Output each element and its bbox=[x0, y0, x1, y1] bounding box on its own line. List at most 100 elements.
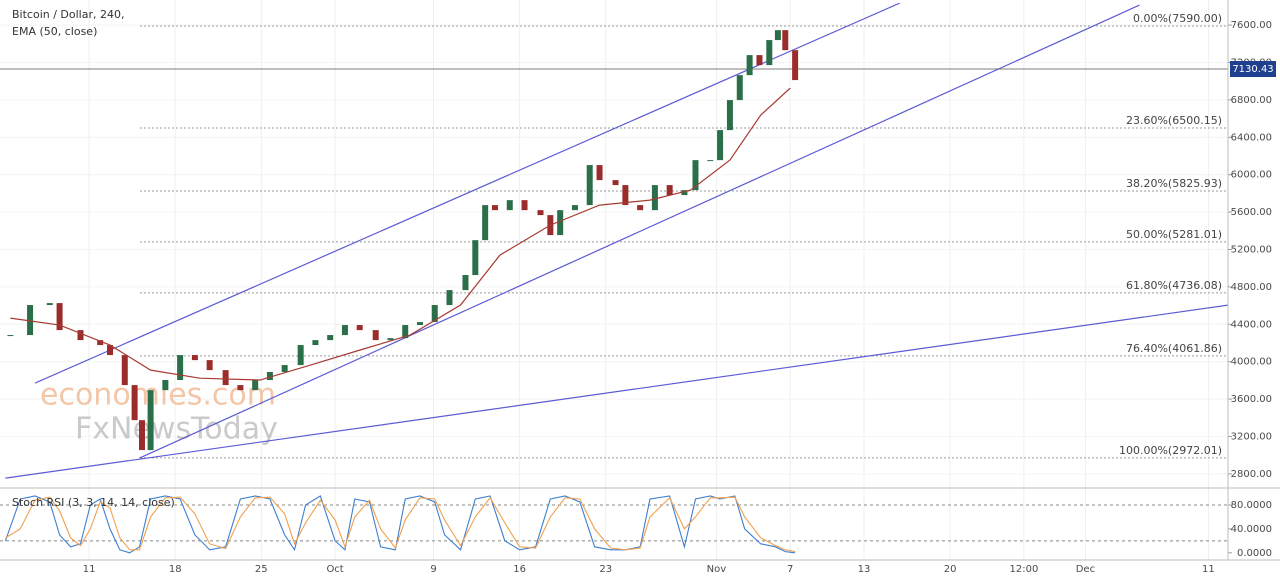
fib-label: 76.40%(4061.86) bbox=[1126, 342, 1222, 355]
candle bbox=[717, 130, 724, 161]
x-tick-label: Dec bbox=[1076, 564, 1095, 575]
candle bbox=[7, 335, 14, 337]
watermark: FxNewsToday bbox=[75, 412, 278, 447]
y-tick-label: 40.0000 bbox=[1231, 524, 1272, 535]
trend-line bbox=[34, 2, 900, 384]
candle bbox=[446, 290, 453, 306]
candle bbox=[707, 160, 714, 162]
candle bbox=[666, 185, 673, 196]
y-tick-label: 0.0000 bbox=[1237, 548, 1272, 559]
trend-line bbox=[139, 4, 1140, 459]
candle bbox=[138, 420, 145, 451]
candle bbox=[191, 355, 198, 361]
candle bbox=[782, 30, 789, 51]
candle bbox=[121, 355, 128, 386]
candle bbox=[622, 185, 629, 206]
stoch-pane bbox=[0, 495, 1228, 554]
y-tick-label: 6400.00 bbox=[1231, 132, 1272, 143]
candle bbox=[586, 165, 593, 206]
fib-label: 0.00%(7590.00) bbox=[1133, 12, 1222, 25]
candle bbox=[506, 200, 513, 211]
fib-label: 100.00%(2972.01) bbox=[1119, 444, 1222, 457]
y-tick-label: 5200.00 bbox=[1231, 245, 1272, 256]
candle bbox=[177, 355, 184, 381]
candle bbox=[297, 345, 304, 366]
x-tick-label: 7 bbox=[787, 564, 793, 575]
candle bbox=[266, 371, 273, 381]
y-tick-label: 6800.00 bbox=[1231, 95, 1272, 106]
candle bbox=[756, 55, 763, 66]
y-tick-label: 3200.00 bbox=[1231, 432, 1272, 443]
x-tick-label: Oct bbox=[326, 564, 343, 575]
y-tick-label: 7600.00 bbox=[1231, 20, 1272, 31]
candle bbox=[492, 205, 498, 211]
fib-label: 61.80%(4736.08) bbox=[1126, 279, 1222, 292]
stoch-line bbox=[4, 495, 796, 554]
x-tick-label: Nov bbox=[707, 564, 727, 575]
candle bbox=[637, 205, 644, 211]
x-tick-label: 11 bbox=[83, 564, 96, 575]
grid-layer bbox=[0, 0, 1228, 560]
candle bbox=[557, 210, 564, 236]
candle bbox=[736, 75, 743, 101]
candle bbox=[372, 330, 379, 341]
candle bbox=[341, 325, 348, 336]
candle bbox=[147, 390, 154, 451]
candle bbox=[281, 365, 288, 372]
trend-line bbox=[5, 304, 1228, 479]
candle bbox=[237, 385, 244, 391]
stoch-line bbox=[5, 496, 796, 553]
last-price-box bbox=[1230, 61, 1276, 78]
candle bbox=[356, 325, 363, 331]
candle bbox=[77, 330, 84, 341]
candle bbox=[692, 160, 699, 191]
candle bbox=[431, 305, 438, 323]
candle bbox=[726, 100, 733, 131]
candle bbox=[206, 360, 213, 371]
fib-label: 38.20%(5825.93) bbox=[1126, 177, 1222, 190]
candle bbox=[312, 340, 319, 346]
candle bbox=[792, 50, 799, 81]
y-tick-label: 4000.00 bbox=[1231, 357, 1272, 368]
candle bbox=[402, 325, 409, 339]
candle bbox=[746, 55, 753, 76]
candle bbox=[162, 380, 169, 391]
candle bbox=[27, 305, 34, 336]
candle bbox=[387, 338, 394, 341]
candle bbox=[774, 30, 781, 41]
candle bbox=[56, 303, 63, 331]
y-tick-label: 2800.00 bbox=[1231, 469, 1272, 480]
candle bbox=[222, 370, 229, 386]
x-tick-label: 25 bbox=[255, 564, 268, 575]
candle bbox=[681, 190, 688, 196]
candle bbox=[107, 345, 114, 356]
candle bbox=[46, 303, 53, 306]
x-tick-label: 12:00 bbox=[1009, 564, 1038, 575]
x-tick-label: 23 bbox=[599, 564, 612, 575]
x-tick-label: 9 bbox=[430, 564, 436, 575]
y-tick-label: 3600.00 bbox=[1231, 394, 1272, 405]
candle bbox=[766, 40, 773, 66]
ema-line bbox=[10, 87, 791, 381]
candle bbox=[327, 335, 334, 341]
y-tick-label: 4400.00 bbox=[1231, 319, 1272, 330]
x-tick-label: 20 bbox=[944, 564, 957, 575]
watermark: economies.com bbox=[40, 378, 276, 413]
fib-label: 50.00%(5281.01) bbox=[1126, 228, 1222, 241]
y-tick-label: 5600.00 bbox=[1231, 207, 1272, 218]
candle bbox=[97, 340, 104, 346]
candle bbox=[521, 200, 528, 211]
x-tick-label: 16 bbox=[513, 564, 526, 575]
candle bbox=[537, 210, 544, 216]
candle bbox=[472, 240, 479, 276]
y-tick-label: 80.0000 bbox=[1231, 500, 1272, 511]
candle bbox=[416, 322, 423, 326]
last-price-label: 7130.43 bbox=[1232, 64, 1273, 75]
x-tick-label: 11 bbox=[1202, 564, 1215, 575]
x-tick-label: 13 bbox=[858, 564, 871, 575]
x-tick-label: 18 bbox=[169, 564, 182, 575]
y-tick-label: 4800.00 bbox=[1231, 282, 1272, 293]
axis-layer: 11 18 25 Oct 9 16 23 Nov 7 13 20 12:00 Dec 11 2800.00 3… bbox=[83, 12, 1276, 575]
